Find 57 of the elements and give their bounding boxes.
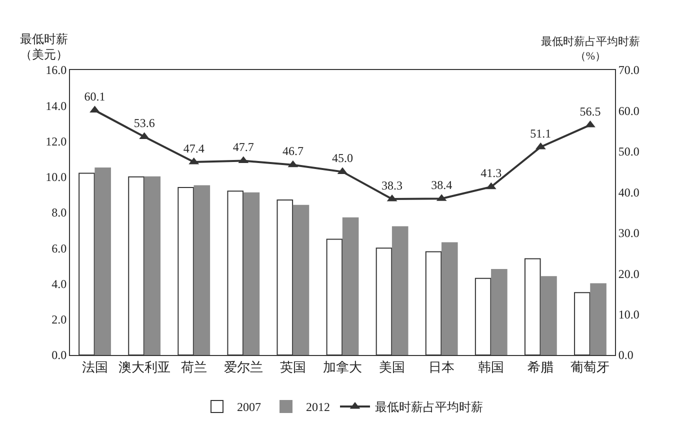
x-tick-label: 葡萄牙 bbox=[570, 360, 610, 375]
legend-label: 2012 bbox=[306, 400, 330, 414]
x-tick-label: 韩国 bbox=[478, 360, 504, 375]
x-tick-label: 加拿大 bbox=[323, 360, 362, 375]
bar bbox=[590, 283, 606, 355]
data-label: 51.1 bbox=[530, 126, 552, 140]
y2-tick-label: 60.0 bbox=[618, 104, 640, 118]
x-tick-label: 希腊 bbox=[528, 360, 554, 375]
x-tick-label: 英国 bbox=[280, 360, 306, 375]
y-tick-label: 10.0 bbox=[46, 170, 67, 184]
legend-label: 2007 bbox=[237, 400, 261, 414]
y-axis-title: 最低时薪（美元） bbox=[20, 32, 68, 62]
y-tick-label: 16.0 bbox=[46, 63, 67, 78]
x-tick-label: 荷兰 bbox=[180, 360, 207, 375]
y2-tick-label: 0.0 bbox=[618, 348, 634, 362]
legend-label: 最低时薪占平均时薪 bbox=[375, 400, 483, 414]
data-label: 45.0 bbox=[332, 151, 353, 166]
y2-tick-label: 40.0 bbox=[618, 185, 640, 200]
y2-axis-title: 最低时薪占平均时薪（%） bbox=[541, 35, 640, 62]
x-tick-label: 爱尔兰 bbox=[224, 360, 263, 375]
y-tick-label: 4.0 bbox=[52, 276, 67, 291]
point bbox=[90, 106, 100, 113]
data-label: 53.6 bbox=[134, 116, 155, 130]
y2-tick-label: 20.0 bbox=[618, 266, 640, 281]
bar bbox=[342, 217, 359, 355]
y2-tick-label: 30.0 bbox=[618, 226, 640, 240]
bar bbox=[491, 269, 508, 355]
point bbox=[585, 120, 596, 128]
bar bbox=[194, 185, 210, 355]
y-tick-label: 2.0 bbox=[52, 312, 67, 327]
bar bbox=[441, 242, 458, 355]
bar bbox=[144, 176, 161, 355]
data-label: 46.7 bbox=[282, 144, 304, 158]
y-tick-label: 12.0 bbox=[46, 134, 67, 148]
data-label: 38.4 bbox=[431, 178, 452, 192]
y2-tick-label: 70.0 bbox=[618, 63, 640, 78]
x-tick-label: 日本 bbox=[428, 360, 455, 375]
y-tick-label: 14.0 bbox=[46, 98, 67, 113]
y-tick-label: 8.0 bbox=[52, 206, 67, 220]
data-label: 60.1 bbox=[84, 90, 106, 104]
data-label: 47.7 bbox=[232, 140, 254, 154]
bar bbox=[392, 226, 408, 355]
bar bbox=[243, 192, 260, 355]
y-tick-label: 0.0 bbox=[52, 348, 67, 362]
x-tick-label: 美国 bbox=[379, 360, 406, 375]
data-label: 56.5 bbox=[580, 104, 601, 118]
y2-tick-label: 50.0 bbox=[618, 144, 640, 159]
data-label: 38.3 bbox=[382, 178, 403, 192]
y-tick-label: 6.0 bbox=[52, 241, 67, 256]
data-label: 47.4 bbox=[183, 141, 204, 156]
bar bbox=[292, 204, 310, 355]
bar bbox=[540, 276, 557, 355]
y2-tick-label: 10.0 bbox=[618, 307, 640, 322]
bar bbox=[94, 167, 111, 355]
data-label: 41.3 bbox=[480, 166, 502, 180]
x-tick-label: 澳大利亚 bbox=[118, 360, 170, 375]
x-tick-label: 法国 bbox=[82, 360, 108, 375]
